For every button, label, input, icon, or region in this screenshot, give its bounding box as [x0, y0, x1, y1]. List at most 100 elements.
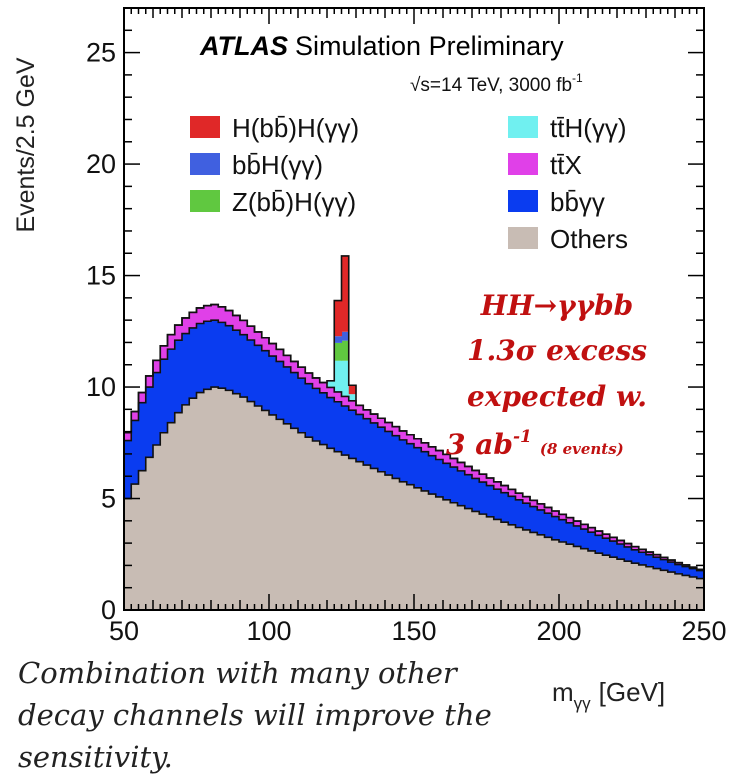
x-tick-label: 250	[681, 616, 726, 646]
bar	[421, 442, 430, 452]
bar	[283, 366, 292, 424]
bar	[232, 315, 241, 331]
x-axis-label-sub: γγ	[574, 694, 592, 713]
bar	[667, 572, 676, 610]
bar	[145, 387, 154, 458]
bar	[385, 431, 393, 476]
bar	[646, 552, 654, 555]
x-tick-label: 150	[391, 616, 436, 646]
bar	[479, 474, 488, 483]
bar	[406, 443, 415, 485]
bar	[363, 418, 372, 466]
bar	[660, 570, 669, 610]
bar	[131, 420, 140, 485]
series-2	[124, 304, 705, 571]
bar	[457, 470, 466, 506]
bar	[435, 459, 444, 497]
bar	[551, 511, 560, 517]
legend-swatch	[508, 153, 538, 175]
bar	[588, 550, 596, 610]
bar	[530, 506, 538, 533]
bar	[689, 568, 698, 577]
bar	[377, 418, 386, 428]
bar	[392, 435, 401, 479]
bar	[334, 300, 343, 337]
histogram-bars	[124, 255, 705, 610]
excess-events: (8 events)	[540, 440, 624, 458]
series-3	[327, 360, 357, 401]
axis-ticks: 50 100 150 200 250 0 5 10 15 20 25	[86, 7, 727, 646]
y-tick-label: 25	[86, 38, 116, 68]
bar	[385, 422, 393, 432]
bar	[399, 439, 408, 482]
bar	[196, 307, 205, 324]
bar	[595, 553, 604, 610]
bar	[566, 517, 575, 523]
bar	[356, 461, 364, 610]
bar	[493, 481, 502, 490]
bar	[211, 387, 219, 610]
bar	[370, 414, 379, 423]
bar	[298, 378, 306, 433]
bar	[399, 481, 408, 610]
y-tick-label: 15	[86, 261, 116, 291]
energy-label-sup: -1	[572, 71, 583, 85]
legend-swatch	[190, 153, 220, 175]
bar	[276, 349, 285, 362]
bar	[153, 445, 161, 610]
bar	[167, 349, 176, 423]
excess-lumi-sup: -1	[513, 427, 532, 447]
bar	[290, 361, 299, 373]
legend-swatch	[190, 190, 220, 212]
x-tick-label: 200	[536, 616, 581, 646]
excess-annotation: HH→γγbb 1.3σ excess expected w. 3 ab-1 (8…	[446, 289, 647, 461]
bar	[522, 503, 531, 530]
bar	[675, 564, 683, 574]
bar	[341, 255, 350, 332]
legend-label: bb̄H(γγ)	[232, 150, 323, 180]
x-axis-label-unit: [GeV]	[599, 677, 665, 707]
atlas-label: ATLAS Simulation Preliminary	[199, 31, 564, 61]
bar	[464, 474, 473, 509]
bar	[667, 562, 676, 573]
y-axis-label: Events/2.5 GeV	[12, 57, 40, 232]
simulation-preliminary-text: Simulation Preliminary	[295, 31, 564, 61]
bar	[131, 411, 140, 421]
bar	[501, 485, 509, 493]
bar	[269, 414, 277, 610]
bar	[334, 342, 343, 361]
bar	[414, 487, 422, 610]
bar	[472, 511, 480, 610]
series-6	[334, 255, 357, 395]
bar	[138, 470, 147, 610]
bar	[319, 392, 328, 445]
bar	[341, 360, 350, 397]
bar	[290, 372, 299, 429]
bar	[145, 375, 154, 388]
bar	[580, 548, 589, 610]
bar	[646, 554, 654, 567]
legend-label: tt̄H(γγ)	[550, 113, 627, 143]
legend-swatch	[508, 116, 538, 138]
bar	[595, 535, 604, 554]
bar	[341, 396, 350, 406]
bar	[457, 462, 466, 471]
bar	[522, 496, 531, 504]
bar	[631, 546, 640, 550]
bar	[153, 372, 161, 445]
energy-label: √s=14 TeV, 3000 fb-1	[410, 71, 583, 96]
excess-line-4: 3 ab-1 (8 events)	[446, 427, 624, 461]
bar	[269, 343, 277, 357]
bar	[341, 455, 350, 610]
bar	[182, 333, 190, 405]
bar	[530, 500, 538, 507]
bar	[334, 336, 343, 343]
bar	[334, 451, 343, 610]
bar	[566, 522, 575, 545]
bar	[406, 484, 415, 610]
legend: H(bb̄)H(γγ) bb̄H(γγ) Z(bb̄)H(γγ) tt̄H(γγ) tt…	[190, 113, 628, 254]
bar	[196, 323, 205, 393]
bar	[472, 470, 480, 479]
y-tick-label: 10	[86, 372, 116, 402]
bar	[508, 524, 517, 610]
